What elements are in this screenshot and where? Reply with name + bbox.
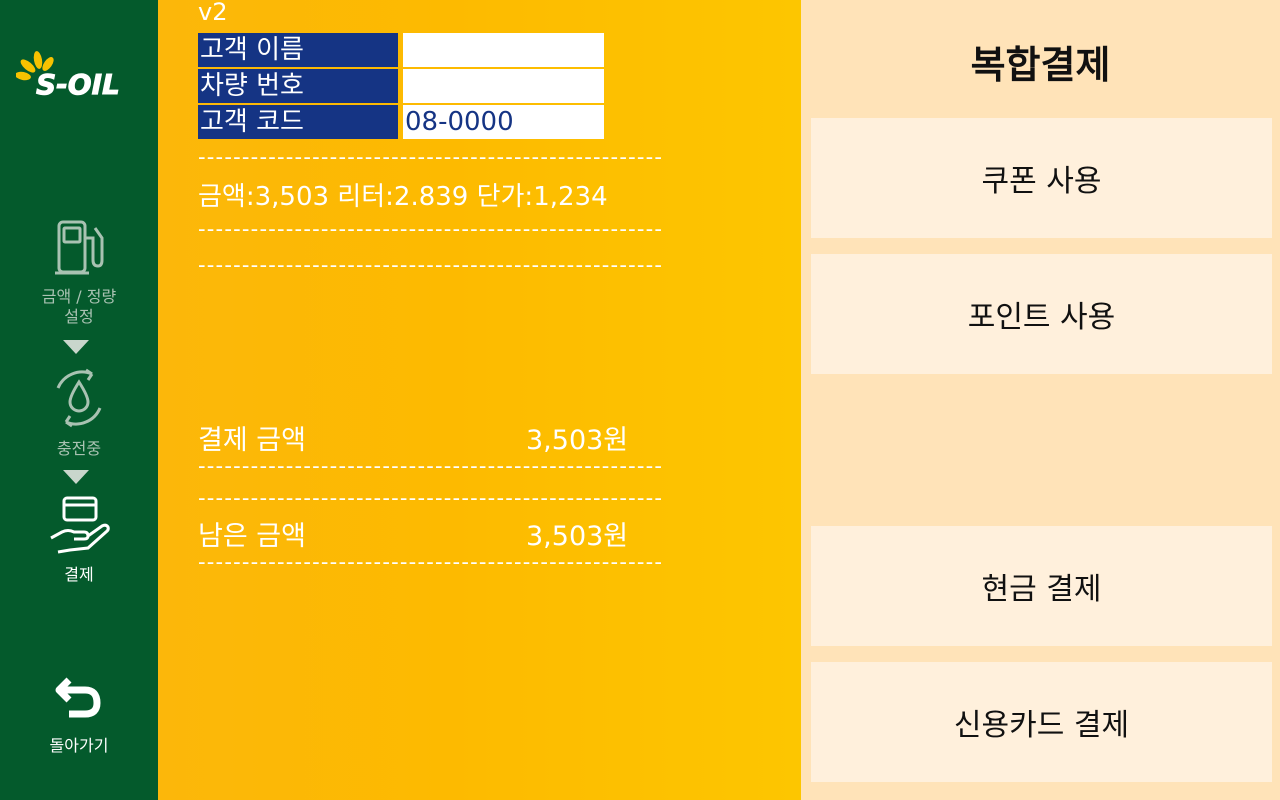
coupon-button[interactable]: 쿠폰 사용 [811,118,1272,238]
step-amount-label: 금액 / 정량 설정 [41,287,117,326]
return-arrow-icon [53,676,105,724]
divider: ----------------------------------------… [198,219,664,239]
customer-code-field[interactable]: 08-0000 [403,105,604,139]
cash-payment-button[interactable]: 현금 결제 [811,526,1272,646]
divider: ----------------------------------------… [198,456,664,476]
point-button[interactable]: 포인트 사용 [811,254,1272,374]
refuel-drop-icon [0,368,158,433]
back-button[interactable]: 돌아가기 [0,676,158,756]
card-payment-button[interactable]: 신용카드 결제 [811,662,1272,782]
step-amount-setting: 금액 / 정량 설정 [0,216,158,327]
divider: ----------------------------------------… [198,147,664,167]
car-number-label: 차량 번호 [198,69,398,103]
sidebar: S-OIL 금액 / 정량 설정 충전중 [0,0,158,800]
step-arrow-icon [63,340,89,354]
car-number-field[interactable] [403,69,604,103]
divider: ----------------------------------------… [198,488,664,508]
version-label: v2 [198,0,228,26]
customer-code-label: 고객 코드 [198,105,398,139]
car-number-row: 차량 번호 [198,69,604,103]
panel-title: 복합결제 [970,43,1111,87]
fuel-pump-icon [0,216,158,281]
s-oil-logo: S-OIL [15,50,140,102]
svg-text:S-OIL: S-OIL [36,68,120,100]
remaining-amount-value: 3,503원 [526,521,629,552]
fuel-summary: 금액:3,503 리터:2.839 단가:1,234 [198,182,608,212]
payment-options-panel: 복합결제 쿠폰 사용 포인트 사용 현금 결제 신용카드 결제 [801,0,1280,800]
customer-name-label: 고객 이름 [198,33,398,67]
main-panel: v2 고객 이름 차량 번호 고객 코드 08-0000 -----------… [158,0,801,800]
back-label: 돌아가기 [49,736,109,755]
step-refueling-label: 충전중 [56,439,102,458]
customer-name-field[interactable] [403,33,604,67]
step-arrow-icon [63,470,89,484]
customer-name-row: 고객 이름 [198,33,604,67]
divider: ----------------------------------------… [198,255,664,275]
card-hand-icon [0,494,158,559]
step-payment: 결제 [0,494,158,585]
step-refueling: 충전중 [0,368,158,459]
divider: ----------------------------------------… [198,552,664,572]
payment-amount-label: 결제 금액 [198,425,306,456]
remaining-amount-label: 남은 금액 [198,521,306,552]
step-payment-label: 결제 [64,565,94,584]
customer-code-row: 고객 코드 08-0000 [198,105,604,139]
payment-amount-value: 3,503원 [526,425,629,456]
